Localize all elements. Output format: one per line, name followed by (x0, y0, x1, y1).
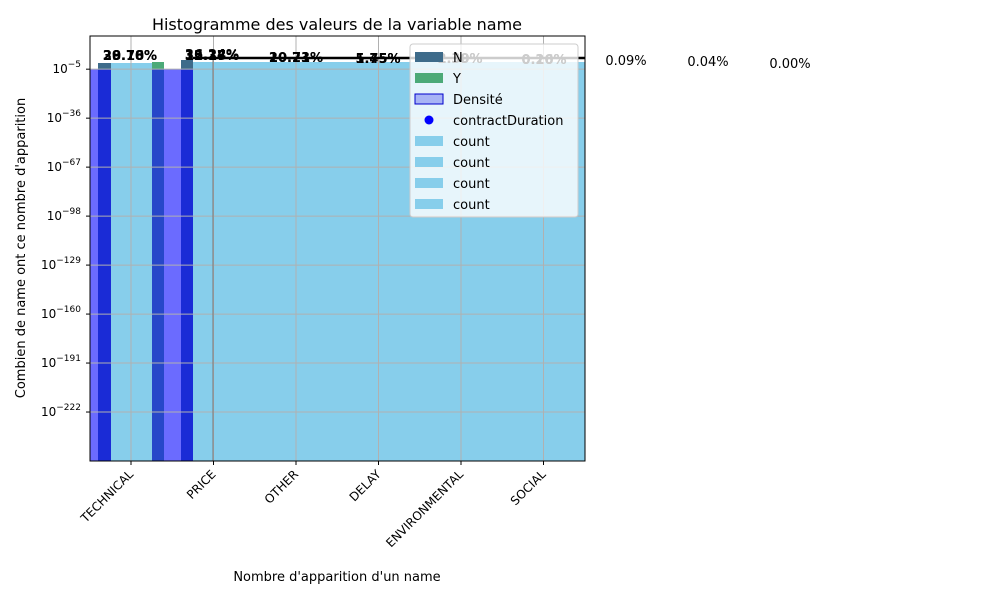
legend-label: count (453, 177, 490, 192)
legend-label: N (453, 51, 463, 66)
y-axis-ticks: 10−5 10−36 10−67 10−98 10−129 10−160 10−191 10−… (41, 60, 90, 419)
legend-label: Densité (453, 93, 503, 108)
legend-label: count (453, 135, 490, 150)
n-bar (181, 60, 193, 69)
percent-label: 35.17% (185, 49, 239, 64)
legend-swatch (415, 199, 443, 209)
y-bar (152, 62, 164, 69)
x-axis-label: Nombre d'apparition d'un name (233, 570, 440, 585)
x-tick-label: DELAY (347, 467, 385, 505)
legend-swatch (415, 73, 443, 83)
n-bar (98, 63, 111, 69)
legend-swatch (414, 93, 444, 105)
legend: NY Densité contractDuration count count count… (409, 43, 579, 218)
y-tick-label: 10−36 (47, 109, 82, 125)
percent-label: 20.73% (269, 51, 323, 66)
legend-swatch (415, 136, 443, 146)
chart-title: Histogramme des valeurs de la variable n… (152, 15, 522, 34)
plot-frame (89, 35, 586, 462)
percent-label: 1.75% (355, 52, 400, 67)
percent-label: 0.04% (687, 55, 728, 70)
y-tick-label: 10−5 (52, 60, 81, 76)
legend-label: count (453, 198, 490, 213)
legend-swatch (415, 157, 443, 167)
percent-label: 0.09% (605, 54, 646, 69)
percent-label: 0.00% (769, 57, 810, 72)
y-tick-label: 10−67 (47, 158, 81, 174)
x-axis-ticks: TECHNICAL PRICE OTHER DELAY ENVIRONMENTAL SOC… (77, 461, 549, 550)
percent-label: 10.21% (269, 51, 323, 66)
legend-box (409, 43, 579, 218)
legend-swatch (415, 178, 443, 188)
legend-dot-icon (424, 115, 434, 125)
y-tick-label: 10−129 (41, 256, 81, 272)
legend-swatch (415, 52, 443, 62)
x-tick-label: PRICE (184, 467, 219, 502)
percent-label: 28.16% (103, 49, 157, 64)
y-tick-label: 10−98 (47, 207, 82, 223)
legend-label: contractDuration (453, 114, 563, 129)
x-tick-label: TECHNICAL (77, 467, 136, 526)
y-tick-label: 10−160 (41, 305, 81, 321)
percent-label: 30.70% (103, 49, 157, 64)
legend-label: Y (452, 72, 461, 87)
legend-label: count (453, 156, 490, 171)
x-tick-label: OTHER (262, 467, 301, 506)
percent-label: 5.45% (355, 52, 400, 67)
y-tick-label: 10−222 (41, 403, 81, 419)
percent-label: 12.38% (185, 49, 239, 64)
x-tick-label: ENVIRONMENTAL (383, 467, 466, 550)
percent-label: 29.78% (103, 49, 157, 64)
y-tick-label: 10−191 (41, 354, 81, 370)
percent-label: 36.24% (185, 48, 239, 63)
y-axis-label: Combien de name ont ce nombre d'appariti… (14, 98, 29, 398)
x-tick-label: SOCIAL (508, 467, 549, 508)
